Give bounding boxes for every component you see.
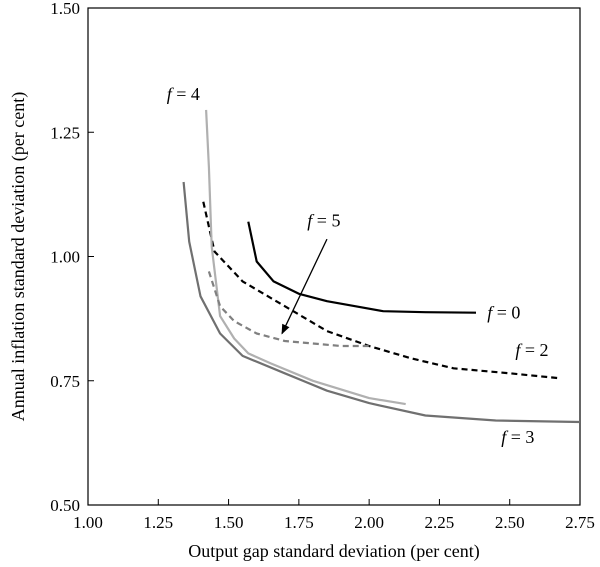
x-tick-label: 1.75 <box>284 513 314 532</box>
x-axis-title: Output gap standard deviation (per cent) <box>188 541 479 562</box>
y-tick-label: 1.00 <box>50 248 80 267</box>
y-axis-title: Annual inflation standard deviation (per… <box>8 92 29 421</box>
y-tick-label: 1.25 <box>50 123 80 142</box>
curve-label-3: f = 4 <box>167 84 200 104</box>
curve-label-0: f = 0 <box>487 303 520 323</box>
y-tick-label: 1.50 <box>50 0 80 18</box>
y-tick-label: 0.50 <box>50 496 80 515</box>
y-tick-label: 0.75 <box>50 372 80 391</box>
annotation-arrow <box>281 238 328 335</box>
series-line-3 <box>205 109 406 406</box>
x-tick-label: 2.50 <box>495 513 525 532</box>
x-tick-label: 2.25 <box>425 513 455 532</box>
curve-label-4: f = 5 <box>307 211 340 231</box>
x-tick-label: 1.25 <box>143 513 173 532</box>
series-line-0 <box>247 221 477 314</box>
x-tick-label: 1.50 <box>214 513 244 532</box>
curve-label-1: f = 2 <box>515 340 548 360</box>
x-tick-label: 1.00 <box>73 513 103 532</box>
series-line-1 <box>202 201 561 380</box>
series-line-2 <box>182 181 581 424</box>
x-tick-label: 2.00 <box>354 513 384 532</box>
curve-label-2: f = 3 <box>501 427 534 447</box>
series-line-4 <box>207 271 370 348</box>
x-tick-label: 2.75 <box>565 513 595 532</box>
